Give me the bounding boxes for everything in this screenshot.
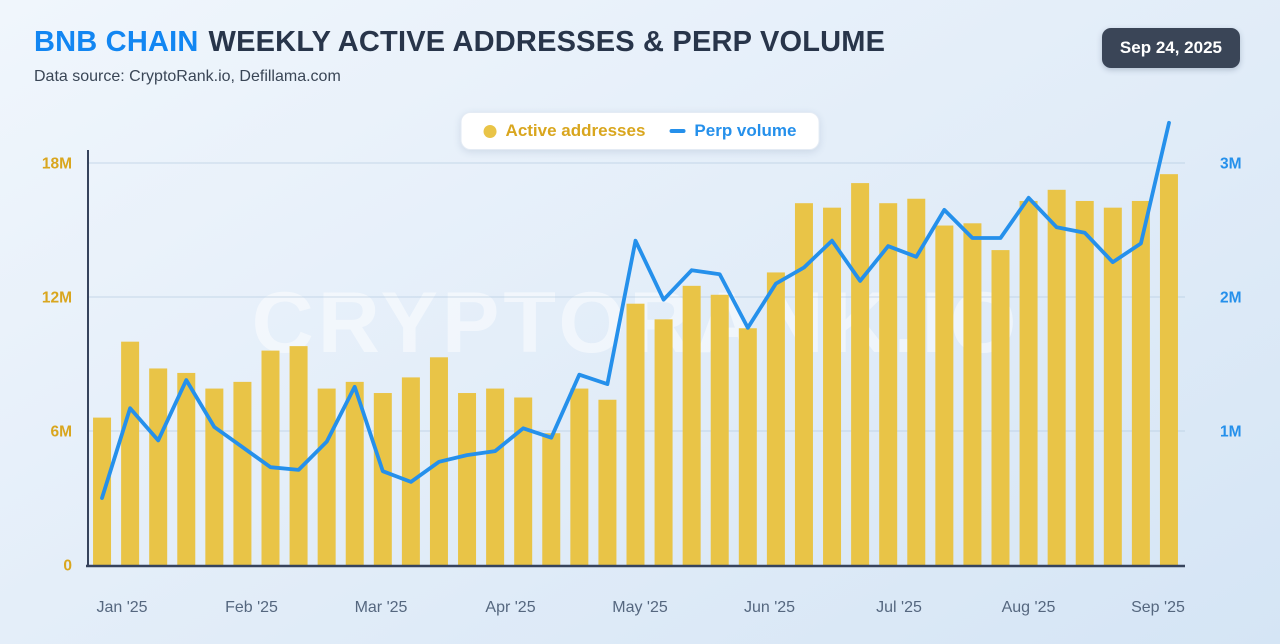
bar-active-addresses xyxy=(907,198,926,565)
left-axis-tick-label: 18M xyxy=(42,156,72,173)
bar-active-addresses xyxy=(1159,174,1178,565)
legend-item-active-addresses: Active addresses xyxy=(483,121,646,141)
x-axis-label: Jun '25 xyxy=(744,599,795,616)
bar-active-addresses xyxy=(93,417,112,565)
bar-active-addresses xyxy=(963,223,982,566)
bar-active-addresses xyxy=(570,388,589,565)
bar-active-addresses xyxy=(682,285,701,565)
right-axis-tick-label: 1M xyxy=(1220,424,1242,441)
x-axis-label: Feb '25 xyxy=(225,599,278,616)
x-axis-label: Jul '25 xyxy=(876,599,922,616)
x-axis-label: Apr '25 xyxy=(485,599,535,616)
title-block: BNB CHAIN WEEKLY ACTIVE ADDRESSES & PERP … xyxy=(34,26,885,86)
left-axis-tick-label: 0 xyxy=(63,558,72,575)
bar-active-addresses xyxy=(373,393,392,565)
x-axis-label: Aug '25 xyxy=(1002,599,1056,616)
bar-active-addresses xyxy=(149,368,168,565)
left-axis-tick-label: 12M xyxy=(42,290,72,307)
title-text: WEEKLY ACTIVE ADDRESSES & PERP VOLUME xyxy=(208,26,886,58)
chart-legend: Active addresses Perp volume xyxy=(460,112,820,150)
bar-active-addresses xyxy=(598,399,617,565)
title-brand: BNB CHAIN xyxy=(34,26,199,58)
line-perp-volume xyxy=(100,120,1171,500)
bar-active-addresses xyxy=(794,203,813,565)
date-badge: Sep 24, 2025 xyxy=(1101,28,1240,68)
bar-active-addresses xyxy=(1019,200,1038,565)
header: BNB CHAIN WEEKLY ACTIVE ADDRESSES & PERP … xyxy=(0,0,1280,86)
x-axis-label: Mar '25 xyxy=(355,599,408,616)
x-axis-label: May '25 xyxy=(612,599,668,616)
bar-active-addresses xyxy=(879,203,898,565)
bar-active-addresses xyxy=(317,388,336,565)
bar-active-addresses xyxy=(654,319,673,565)
bar-active-addresses xyxy=(1103,207,1122,565)
bar-active-addresses xyxy=(710,294,729,565)
bar-active-addresses xyxy=(177,372,196,565)
bar-active-addresses xyxy=(514,397,533,565)
data-source: Data source: CryptoRank.io, Defillama.co… xyxy=(34,68,341,85)
x-axis-label: Sep '25 xyxy=(1131,599,1185,616)
page-title: BNB CHAIN WEEKLY ACTIVE ADDRESSES & PERP … xyxy=(34,26,885,59)
bar-active-addresses xyxy=(935,225,954,566)
bar-active-addresses xyxy=(345,381,364,565)
bar-active-addresses xyxy=(851,183,870,565)
bar-active-addresses xyxy=(121,341,140,565)
bar-active-addresses xyxy=(401,377,420,565)
bar-active-addresses xyxy=(233,381,252,565)
bar-active-addresses xyxy=(823,207,842,565)
legend-label-active-addresses: Active addresses xyxy=(505,121,646,140)
bar-active-addresses xyxy=(458,393,477,565)
legend-label-perp-volume: Perp volume xyxy=(694,121,797,140)
bar-active-addresses xyxy=(766,272,785,565)
perp-volume-line-icon xyxy=(669,129,686,133)
bar-active-addresses xyxy=(289,346,308,565)
bar-active-addresses xyxy=(261,350,280,565)
bar-active-addresses xyxy=(1047,189,1066,566)
x-axis-label: Jan '25 xyxy=(96,599,147,616)
bar-active-addresses xyxy=(542,433,561,565)
legend-item-perp-volume: Perp volume xyxy=(669,121,796,141)
bar-active-addresses xyxy=(1131,200,1150,565)
bar-active-addresses xyxy=(486,388,505,565)
right-axis-tick-label: 2M xyxy=(1220,290,1242,307)
bar-active-addresses xyxy=(626,303,645,565)
right-axis-tick-label: 3M xyxy=(1220,156,1242,173)
bar-active-addresses xyxy=(738,328,757,565)
active-addresses-dot-icon xyxy=(483,124,497,138)
bar-active-addresses xyxy=(205,388,224,565)
bar-active-addresses xyxy=(991,250,1010,565)
left-axis-tick-label: 6M xyxy=(50,424,72,441)
bar-active-addresses xyxy=(1075,200,1094,565)
